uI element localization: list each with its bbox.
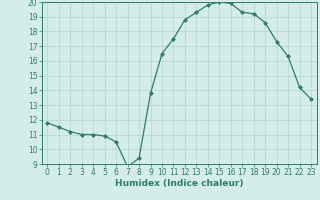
- X-axis label: Humidex (Indice chaleur): Humidex (Indice chaleur): [115, 179, 244, 188]
